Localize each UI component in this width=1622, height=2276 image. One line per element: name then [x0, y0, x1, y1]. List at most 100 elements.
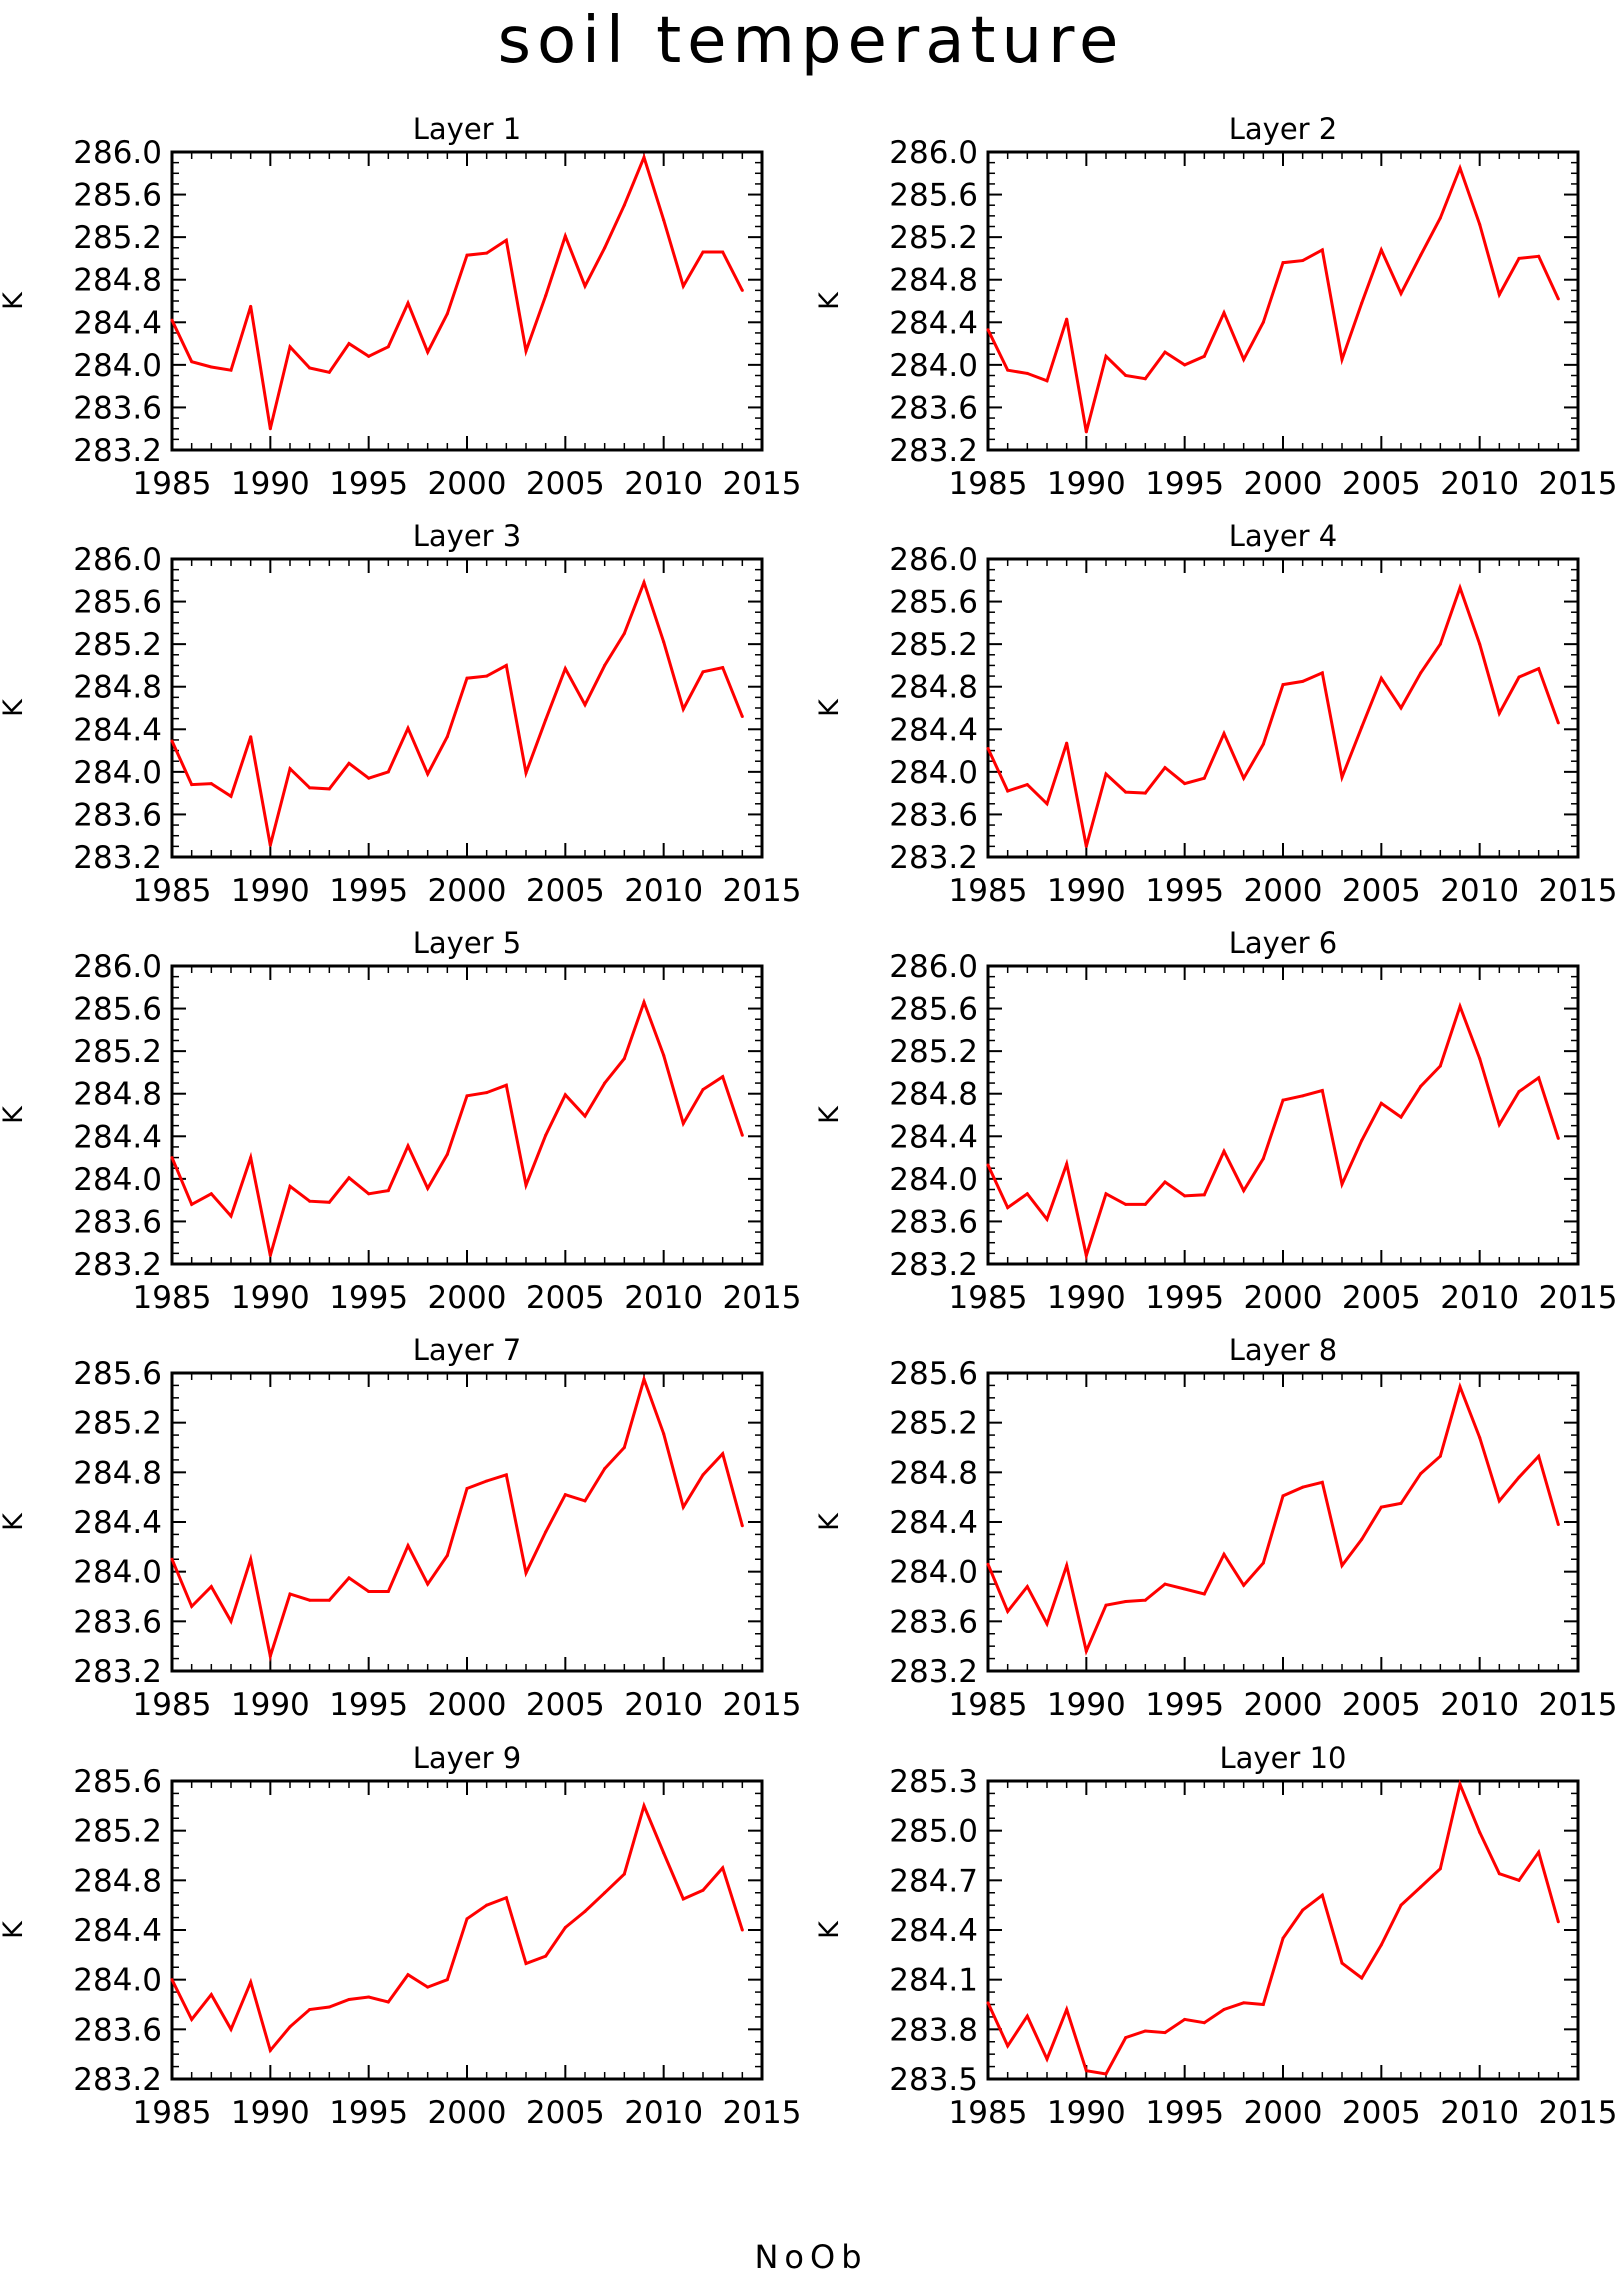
data-point [986, 746, 990, 750]
x-tick-label: 2005 [1342, 1280, 1421, 1316]
y-tick-label: 285.0 [889, 1814, 978, 1850]
series-line [170, 577, 744, 846]
data-point [1301, 1094, 1305, 1098]
data-point [1163, 1582, 1167, 1586]
y-tick-label: 285.6 [73, 178, 162, 214]
x-tick-label: 1990 [1047, 466, 1126, 502]
panel-title: Layer 5 [413, 926, 522, 960]
data-point [1006, 1609, 1010, 1613]
data-point [1438, 1064, 1442, 1068]
data-point [1379, 1101, 1383, 1105]
data-point [1379, 1505, 1383, 1509]
data-point [209, 1192, 213, 1196]
panel-title: Layer 7 [413, 1333, 522, 1367]
data-point [406, 1544, 410, 1548]
chart-panel-3: Layer 3 K 1985 1990 1995 2000 2005 2010 2015 283.… [0, 519, 801, 909]
y-tick-label: 285.6 [73, 992, 162, 1028]
data-point [1183, 363, 1187, 367]
y-tick-label: 284.8 [889, 1077, 978, 1113]
data-point [268, 1253, 272, 1257]
panel-title: Layer 10 [1220, 1741, 1347, 1775]
data-point [583, 1909, 587, 1913]
y-tick-label: 284.4 [889, 1505, 978, 1541]
data-point [1084, 1253, 1088, 1257]
data-point [1261, 1561, 1265, 1565]
data-point [1537, 667, 1541, 671]
data-point [1497, 1872, 1501, 1876]
y-tick-label: 285.2 [73, 1814, 162, 1850]
data-point [1183, 2017, 1187, 2021]
y-tick-label: 283.6 [889, 1604, 978, 1640]
data-point [170, 318, 174, 322]
y-tick-label: 285.2 [889, 627, 978, 663]
data-point [308, 2007, 312, 2011]
y-tick-label: 284.4 [73, 1913, 162, 1949]
data-point [1497, 711, 1501, 715]
series-line [986, 163, 1560, 433]
data-point [1183, 782, 1187, 786]
data-point [1104, 772, 1108, 776]
y-tick-label: 283.2 [73, 1654, 162, 1690]
data-point [662, 1851, 666, 1855]
data-point [1458, 166, 1462, 170]
data-point [465, 253, 469, 257]
data-point [544, 718, 548, 722]
data-point [721, 1452, 725, 1456]
y-axis-label: K [0, 1105, 29, 1124]
data-point [445, 312, 449, 316]
data-point [1045, 2057, 1049, 2061]
x-tick-label: 2005 [1342, 466, 1421, 502]
y-tick-label: 285.6 [73, 1764, 162, 1800]
data-point [1006, 2044, 1010, 2048]
x-tick-label: 2015 [723, 873, 802, 909]
x-tick-label: 1995 [1145, 873, 1224, 909]
data-point [367, 1192, 371, 1196]
y-tick-label: 283.2 [889, 433, 978, 469]
data-point [209, 365, 213, 369]
y-tick-label: 284.4 [889, 1913, 978, 1949]
x-tick-label: 2010 [624, 1280, 703, 1316]
data-point [563, 1093, 567, 1097]
panel-title: Layer 3 [413, 519, 522, 553]
plot-frame [986, 150, 1580, 452]
data-point [288, 1592, 292, 1596]
data-point [1517, 1475, 1521, 1479]
x-tick-label: 2010 [624, 1687, 703, 1723]
data-point [445, 1152, 449, 1156]
y-tick-label: 284.8 [73, 1077, 162, 1113]
data-point [1261, 742, 1265, 746]
data-point [1242, 2001, 1246, 2005]
x-tick-label: 2005 [526, 1280, 605, 1316]
data-point [642, 1804, 646, 1808]
x-tick-label: 2015 [1539, 2095, 1618, 2131]
x-tick-label: 2015 [1539, 466, 1618, 502]
data-point [327, 1200, 331, 1204]
data-point [1340, 1563, 1344, 1567]
data-point [229, 794, 233, 798]
series-line [986, 583, 1560, 847]
plot-frame [986, 557, 1580, 859]
data-point [563, 234, 567, 238]
y-axis-label: K [0, 291, 29, 310]
data-point [170, 739, 174, 743]
x-tick-label: 2000 [1244, 2095, 1323, 2131]
data-point [740, 1133, 744, 1137]
data-point [1517, 1878, 1521, 1882]
chart-panel-6: Layer 6 K 1985 1990 1995 2000 2005 2010 2015 283.… [814, 926, 1617, 1316]
data-point [986, 1163, 990, 1167]
data-point [308, 366, 312, 370]
series-line [986, 1001, 1560, 1262]
y-tick-label: 283.8 [889, 2012, 978, 2048]
data-point [1084, 2069, 1088, 2073]
data-point [662, 1432, 666, 1436]
data-point [701, 670, 705, 674]
data-point [1222, 1552, 1226, 1556]
data-point [544, 1954, 548, 1958]
data-point [445, 1554, 449, 1558]
data-point [190, 360, 194, 364]
plot-frame [170, 557, 764, 859]
panel-title: Layer 2 [1229, 112, 1338, 146]
y-tick-label: 283.6 [889, 390, 978, 426]
footer-text: NoOb [754, 2238, 868, 2276]
data-point [524, 771, 528, 775]
